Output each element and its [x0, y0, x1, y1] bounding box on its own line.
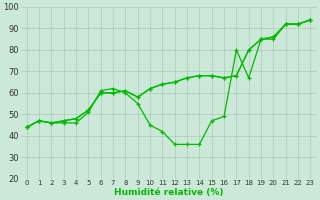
X-axis label: Humidité relative (%): Humidité relative (%): [114, 188, 223, 197]
